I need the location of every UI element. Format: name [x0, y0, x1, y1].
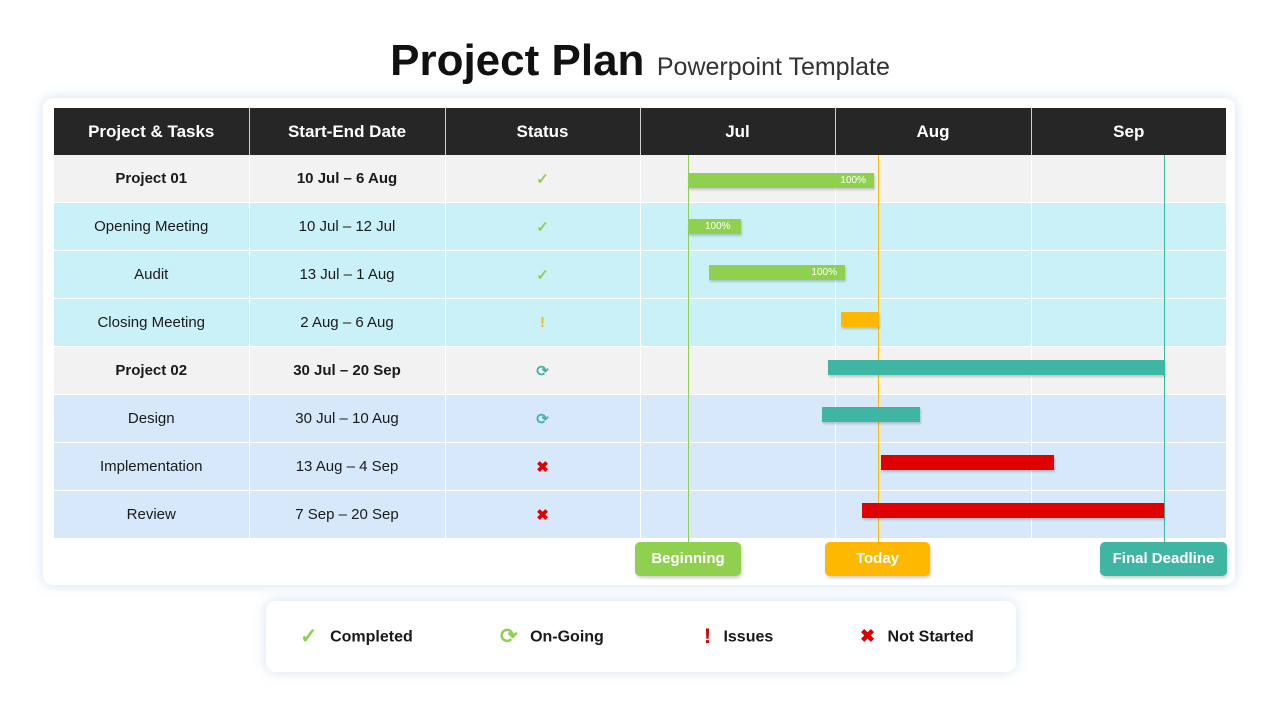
timeline-cell	[1031, 250, 1227, 299]
exclamation-icon: !	[445, 298, 641, 347]
gantt-table: Project & Tasks Start-End Date Status Ju…	[54, 108, 1227, 539]
task-name: Project 01	[54, 155, 250, 203]
task-name: Audit	[54, 250, 250, 299]
cross-icon: ✖	[860, 626, 876, 647]
timeline-cell	[835, 250, 1032, 299]
timeline-cell	[1031, 155, 1227, 203]
table-row: Review 7 Sep – 20 Sep ✖	[54, 490, 1227, 539]
timeline-cell	[1031, 298, 1227, 347]
timeline-cell	[640, 155, 836, 203]
legend-not-started: ✖ Not Started	[860, 601, 974, 672]
legend-label: Completed	[330, 628, 413, 646]
timeline-cell	[640, 394, 836, 443]
col-header-status: Status	[445, 108, 641, 155]
legend-label: Issues	[723, 628, 774, 646]
col-header-dates: Start-End Date	[249, 108, 446, 155]
checkmark-icon: ✓	[300, 625, 318, 649]
title-main: Project Plan	[390, 36, 645, 85]
timeline-cell	[640, 250, 836, 299]
timeline-cell	[835, 155, 1032, 203]
task-name: Review	[54, 490, 250, 539]
task-name: Design	[54, 394, 250, 443]
task-name: Closing Meeting	[54, 298, 250, 347]
timeline-cell	[835, 442, 1032, 491]
table-row: Closing Meeting 2 Aug – 6 Aug !	[54, 298, 1227, 347]
task-dates: 10 Jul – 12 Jul	[249, 202, 446, 251]
task-dates: 10 Jul – 6 Aug	[249, 155, 446, 203]
task-dates: 2 Aug – 6 Aug	[249, 298, 446, 347]
task-dates: 30 Jul – 20 Sep	[249, 346, 446, 395]
col-header-aug: Aug	[835, 108, 1032, 155]
task-dates: 30 Jul – 10 Aug	[249, 394, 446, 443]
timeline-cell	[835, 298, 1032, 347]
refresh-icon: ⟳	[445, 394, 641, 443]
legend-issues: ! Issues	[704, 601, 773, 672]
deadline-milestone: Final Deadline	[1100, 542, 1227, 576]
timeline-cell	[835, 346, 1032, 395]
exclamation-icon: !	[704, 625, 711, 649]
task-dates: 7 Sep – 20 Sep	[249, 490, 446, 539]
page-title: Project Plan Powerpoint Template	[0, 36, 1280, 86]
timeline-cell	[1031, 202, 1227, 251]
timeline-cell	[640, 442, 836, 491]
task-name: Project 02	[54, 346, 250, 395]
table-row: Project 02 30 Jul – 20 Sep ⟳	[54, 346, 1227, 395]
legend-ongoing: ⟳ On-Going	[500, 601, 604, 672]
legend-completed: ✓ Completed	[300, 601, 413, 672]
timeline-cell	[835, 490, 1032, 539]
timeline-cell	[1031, 346, 1227, 395]
task-dates: 13 Jul – 1 Aug	[249, 250, 446, 299]
timeline-cell	[640, 298, 836, 347]
col-header-project: Project & Tasks	[54, 108, 250, 155]
table-row: Design 30 Jul – 10 Aug ⟳	[54, 394, 1227, 443]
checkmark-icon: ✓	[445, 155, 641, 203]
col-header-jul: Jul	[640, 108, 836, 155]
refresh-icon: ⟳	[445, 346, 641, 395]
timeline-cell	[835, 202, 1032, 251]
timeline-cell	[640, 490, 836, 539]
timeline-cell	[640, 202, 836, 251]
task-name: Implementation	[54, 442, 250, 491]
cross-icon: ✖	[445, 442, 641, 491]
table-row: Opening Meeting 10 Jul – 12 Jul ✓	[54, 202, 1227, 251]
timeline-cell	[640, 346, 836, 395]
legend-label: Not Started	[887, 628, 974, 646]
table-row: Project 01 10 Jul – 6 Aug ✓	[54, 155, 1227, 203]
status-legend: ✓ Completed ⟳ On-Going ! Issues ✖ Not St…	[266, 601, 1016, 672]
checkmark-icon: ✓	[445, 202, 641, 251]
checkmark-icon: ✓	[445, 250, 641, 299]
timeline-cell	[1031, 394, 1227, 443]
task-dates: 13 Aug – 4 Sep	[249, 442, 446, 491]
today-milestone: Today	[825, 542, 930, 576]
table-row: Implementation 13 Aug – 4 Sep ✖	[54, 442, 1227, 491]
timeline-cell	[1031, 442, 1227, 491]
legend-label: On-Going	[530, 628, 604, 646]
timeline-cell	[835, 394, 1032, 443]
cross-icon: ✖	[445, 490, 641, 539]
title-sub: Powerpoint Template	[656, 53, 890, 81]
col-header-sep: Sep	[1031, 108, 1226, 155]
task-name: Opening Meeting	[54, 202, 250, 251]
timeline-cell	[1031, 490, 1227, 539]
refresh-icon: ⟳	[500, 625, 518, 649]
table-row: Audit 13 Jul – 1 Aug ✓	[54, 250, 1227, 299]
header-row: Project & Tasks Start-End Date Status Ju…	[54, 108, 1226, 155]
beginning-milestone: Beginning	[635, 542, 741, 576]
